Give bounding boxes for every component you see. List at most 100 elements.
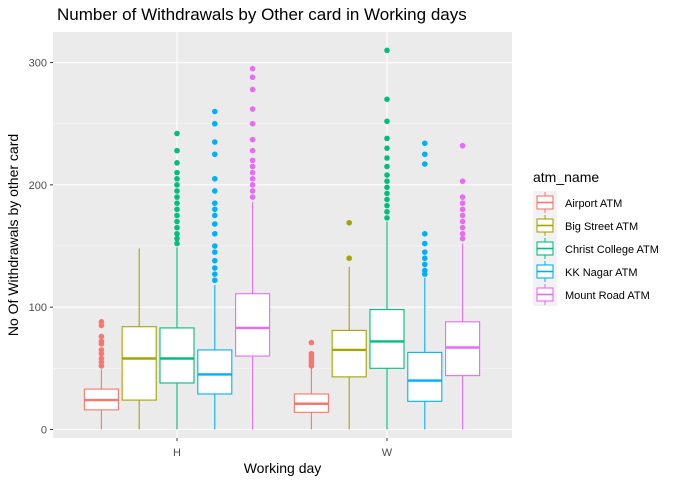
series-airport-atm: [83, 319, 329, 430]
outlier-point: [459, 178, 466, 184]
boxplot: [331, 219, 367, 430]
outlier-point: [212, 200, 218, 207]
outlier-point: [249, 188, 256, 194]
outlier-point: [174, 182, 180, 188]
outlier-point: [174, 147, 180, 154]
outlier-point: [422, 140, 428, 147]
outlier-point: [459, 218, 466, 225]
outlier-point: [384, 118, 390, 125]
outlier-point: [384, 208, 390, 215]
outlier-point: [212, 120, 218, 127]
outlier-point: [384, 215, 390, 221]
box: [121, 326, 157, 401]
outlier-point: [384, 135, 390, 142]
outlier-point: [174, 200, 180, 207]
outlier-point: [212, 249, 218, 255]
outlier-point: [459, 235, 466, 242]
outlier-point: [384, 163, 390, 170]
outlier-point: [98, 319, 105, 325]
outlier-point: [98, 347, 105, 353]
outlier-point: [212, 206, 218, 213]
outlier-point: [249, 86, 256, 93]
box: [445, 321, 481, 377]
box: [197, 349, 233, 395]
outlier-point: [384, 96, 390, 103]
y-tick-label: 0: [41, 424, 47, 436]
outlier-point: [174, 240, 180, 247]
outlier-point: [384, 178, 390, 184]
outlier-point: [459, 142, 466, 149]
series-christ-college-atm: [159, 47, 405, 430]
series-kk-nagar-atm: [197, 108, 443, 430]
outlier-point: [174, 130, 180, 137]
outlier-point: [422, 151, 428, 158]
outlier-point: [384, 184, 390, 191]
series-big-street-atm: [121, 219, 367, 430]
outlier-point: [384, 145, 390, 151]
outlier-point: [174, 194, 180, 200]
x-axis-title: Working day: [244, 460, 322, 476]
legend-label: Mount Road ATM: [565, 290, 650, 302]
boxplot: [83, 319, 119, 430]
outlier-point: [249, 169, 256, 176]
outlier-point: [174, 224, 180, 231]
outlier-point: [212, 108, 218, 115]
outlier-point: [422, 267, 428, 274]
outlier-point: [212, 257, 218, 264]
outlier-point: [249, 182, 256, 188]
outlier-point: [249, 65, 256, 72]
y-tick-label: 200: [29, 180, 47, 192]
legend-title: atm_name: [533, 169, 599, 185]
chart-title: Number of Withdrawals by Other card in W…: [57, 5, 467, 24]
box: [369, 309, 405, 369]
outlier-point: [249, 74, 256, 81]
outlier-point: [249, 175, 256, 182]
boxplot: [407, 140, 443, 430]
outlier-point: [212, 277, 218, 284]
y-tick-label: 100: [29, 302, 47, 314]
outlier-point: [384, 196, 390, 203]
outlier-point: [98, 338, 105, 345]
outlier-point: [459, 200, 466, 207]
outlier-point: [212, 243, 218, 249]
outlier-point: [249, 163, 256, 170]
outlier-point: [174, 160, 180, 166]
outlier-point: [459, 194, 466, 200]
outlier-point: [249, 157, 256, 164]
outlier-point: [212, 230, 218, 237]
boxplot: [235, 65, 271, 430]
outlier-point: [459, 212, 466, 219]
outlier-point: [174, 218, 180, 225]
box: [235, 293, 271, 357]
outlier-point: [308, 350, 315, 357]
outlier-point: [422, 230, 428, 237]
outlier-point: [384, 155, 390, 161]
outlier-point: [174, 206, 180, 213]
y-tick-label: 300: [29, 58, 47, 70]
legend-item: Big Street ATM: [533, 214, 638, 237]
box: [407, 351, 443, 402]
outlier-point: [174, 169, 180, 176]
outlier-point: [422, 249, 428, 255]
series-mount-road-atm: [235, 65, 481, 430]
outlier-point: [174, 235, 180, 242]
outlier-point: [174, 175, 180, 182]
outlier-point: [249, 106, 256, 112]
legend-label: Airport ATM: [565, 198, 622, 210]
boxplot: [445, 142, 481, 430]
boxplot: [159, 130, 195, 430]
outlier-point: [174, 188, 180, 194]
legend-item: KK Nagar ATM: [533, 260, 638, 283]
outlier-point: [212, 265, 218, 271]
outlier-point: [422, 255, 428, 262]
outlier-point: [249, 120, 256, 127]
outlier-point: [346, 219, 353, 226]
outlier-point: [422, 161, 428, 167]
outlier-point: [174, 212, 180, 219]
outlier-point: [212, 188, 218, 194]
outlier-point: [459, 224, 466, 231]
boxplot: [293, 339, 329, 430]
outlier-point: [212, 212, 218, 219]
